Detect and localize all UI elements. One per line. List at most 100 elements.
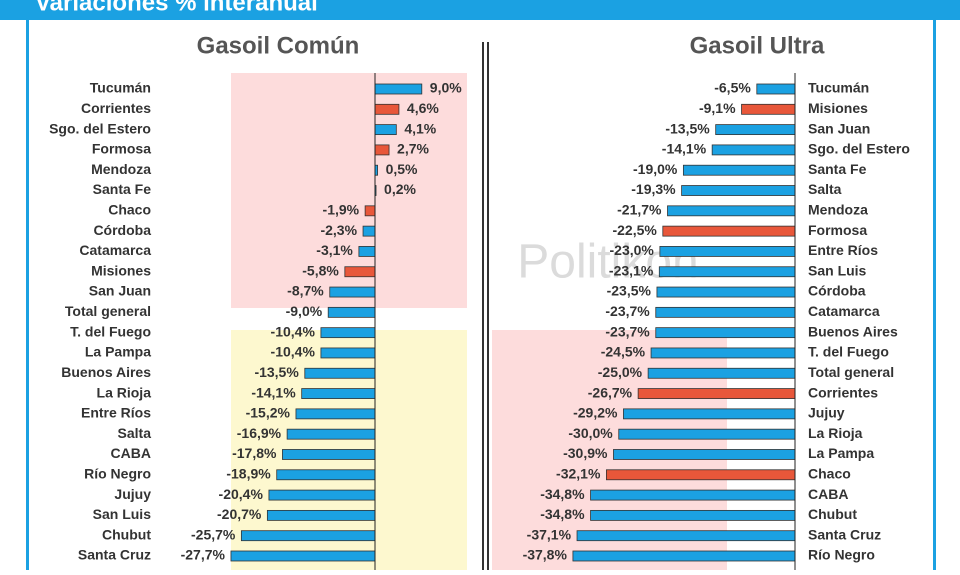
- bar: [618, 428, 796, 440]
- bar: [304, 367, 376, 379]
- category-label: Jujuy: [114, 486, 151, 502]
- value-label: -23,5%: [607, 283, 652, 299]
- value-label: -16,9%: [237, 425, 282, 441]
- category-label: Buenos Aires: [61, 364, 151, 380]
- value-label: -18,9%: [226, 465, 271, 481]
- bar: [327, 306, 376, 318]
- category-label: San Luis: [808, 262, 867, 278]
- category-label: Chubut: [808, 506, 857, 522]
- category-label: Chaco: [808, 465, 851, 481]
- frame-left: [26, 20, 29, 570]
- chart-title: Gasoil Común: [197, 32, 360, 59]
- value-label: -29,2%: [573, 405, 618, 421]
- bar: [295, 408, 376, 420]
- value-label: -23,7%: [605, 323, 650, 339]
- bar: [650, 347, 796, 359]
- bar: [282, 449, 376, 460]
- category-label: San Juan: [808, 120, 870, 136]
- category-label: Mendoza: [808, 202, 868, 218]
- watermark: Politikon: [517, 236, 698, 289]
- category-label: Córdoba: [808, 283, 866, 299]
- value-label: -9,0%: [286, 303, 323, 319]
- value-label: -34,8%: [540, 506, 585, 522]
- chart-title: Gasoil Ultra: [690, 32, 825, 59]
- bar: [374, 144, 390, 156]
- value-label: -37,8%: [523, 547, 568, 563]
- category-label: La Rioja: [97, 384, 152, 400]
- value-label: -30,0%: [568, 425, 613, 441]
- value-label: 0,5%: [386, 161, 418, 177]
- category-label: Río Negro: [808, 547, 875, 563]
- value-label: -14,1%: [251, 384, 296, 400]
- value-label: 2,7%: [397, 141, 429, 157]
- category-label: Catamarca: [808, 303, 880, 319]
- value-label: -23,0%: [610, 242, 655, 258]
- value-label: -25,0%: [598, 364, 643, 380]
- category-label: Formosa: [808, 222, 867, 238]
- category-label: Misiones: [808, 100, 868, 116]
- category-label: Río Negro: [84, 465, 151, 481]
- value-label: -14,1%: [662, 141, 707, 157]
- value-label: -22,5%: [612, 222, 657, 238]
- bar: [659, 246, 796, 257]
- bar: [656, 286, 796, 298]
- category-label: Sgo. del Estero: [808, 141, 910, 157]
- category-label: Catamarca: [79, 242, 151, 258]
- bar: [715, 124, 796, 136]
- bar: [711, 144, 796, 156]
- category-label: Jujuy: [808, 405, 845, 421]
- bar: [268, 489, 376, 501]
- category-label: Salta: [808, 181, 842, 197]
- bar: [572, 550, 796, 562]
- value-label: -34,8%: [540, 486, 585, 502]
- value-label: -19,0%: [633, 161, 678, 177]
- value-label: -23,1%: [609, 262, 654, 278]
- value-label: -32,1%: [556, 465, 601, 481]
- value-label: -17,8%: [232, 445, 277, 461]
- bar: [576, 530, 796, 542]
- value-label: -5,8%: [302, 262, 339, 278]
- value-label: -9,1%: [699, 100, 736, 116]
- value-label: -3,1%: [316, 242, 353, 258]
- bar: [358, 246, 376, 257]
- bar: [320, 347, 376, 359]
- category-label: Entre Ríos: [81, 405, 151, 421]
- category-label: Corrientes: [81, 100, 151, 116]
- category-label: CABA: [808, 486, 848, 502]
- value-label: 4,1%: [404, 120, 436, 136]
- value-label: -27,7%: [181, 547, 226, 563]
- value-label: -20,4%: [219, 486, 264, 502]
- bar: [374, 103, 400, 115]
- category-label: Tucumán: [90, 80, 151, 96]
- bar: [613, 449, 796, 460]
- bar: [658, 266, 796, 278]
- value-label: -21,7%: [617, 202, 662, 218]
- category-label: Corrientes: [808, 384, 878, 400]
- value-label: -30,9%: [563, 445, 608, 461]
- category-label: Sgo. del Estero: [49, 120, 151, 136]
- category-label: San Juan: [89, 283, 151, 299]
- category-label: Chaco: [108, 202, 151, 218]
- bar: [374, 124, 397, 136]
- value-label: -15,2%: [246, 405, 291, 421]
- category-label: Santa Cruz: [808, 526, 881, 542]
- value-label: 9,0%: [430, 80, 462, 96]
- bar: [320, 327, 376, 339]
- bar: [637, 388, 796, 399]
- value-label: -6,5%: [714, 80, 751, 96]
- value-label: 0,2%: [384, 181, 416, 197]
- category-label: Buenos Aires: [808, 323, 898, 339]
- bar: [362, 225, 376, 237]
- category-label: Tucumán: [808, 80, 869, 96]
- category-label: Total general: [65, 303, 151, 319]
- bar: [655, 327, 796, 339]
- category-label: T. del Fuego: [808, 344, 889, 360]
- bar: [286, 428, 376, 440]
- bar: [756, 83, 796, 95]
- category-label: La Pampa: [85, 344, 151, 360]
- category-label: Total general: [808, 364, 894, 380]
- value-label: -26,7%: [588, 384, 633, 400]
- category-label: Formosa: [92, 141, 151, 157]
- category-label: CABA: [111, 445, 151, 461]
